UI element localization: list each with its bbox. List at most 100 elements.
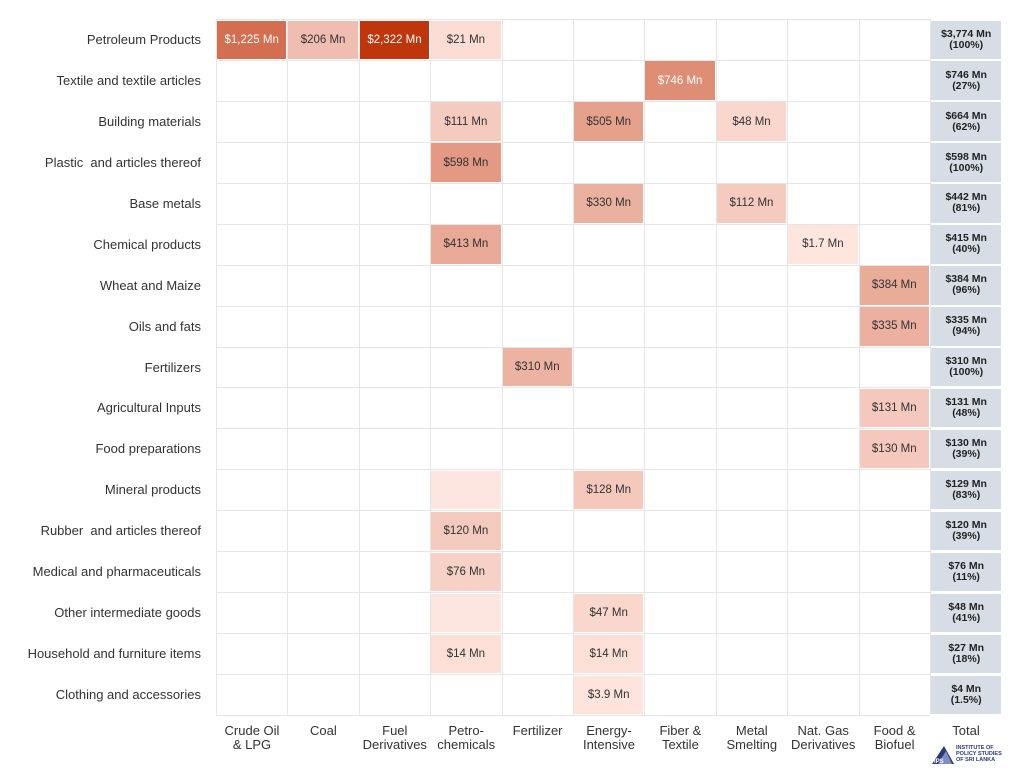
total-value: $4 Mn [951,682,982,695]
total-share: (62%) [952,120,981,133]
row-label: Rubber and articles thereof [40,523,201,539]
grid-line [715,19,717,715]
heatmap-cell: $48 Mn [716,102,787,141]
total-value: $27 Mn [948,641,984,654]
column-header: Food & Biofuel [873,723,916,752]
heatmap-cell: $14 Mn [574,634,644,674]
cell-value-label: $76 Mn [446,565,486,578]
total-value: $76 Mn [948,559,984,572]
heatmap-cell: $120 Mn [431,511,501,551]
total-share: (83%) [952,489,981,502]
total-cell: $415 Mn (40%) [931,225,1002,264]
total-share: (100%) [949,161,984,174]
total-share: (27%) [952,79,981,92]
heatmap-cell: $505 Mn [574,102,644,141]
total-value: $384 Mn [945,273,987,286]
row-label: Fertilizers [144,359,201,375]
heatmap-cell: $112 Mn [716,184,787,223]
grid-line [358,19,360,715]
grid-line [430,19,432,715]
heatmap-cell: $746 Mn [645,61,715,100]
total-cell: $664 Mn (62%) [931,102,1002,141]
row-label: Household and furniture items [27,646,201,662]
column-header: Energy- Intensive [582,723,636,752]
cell-value-label: $335 Mn [871,320,917,333]
cell-value-label: $1.7 Mn [802,238,844,251]
row-label: Other intermediate goods [54,605,201,621]
heatmap-cell: $335 Mn [859,307,929,346]
cell-value-label: $111 Mn [444,115,488,128]
total-share: (1.5%) [950,693,982,706]
row-label: Petroleum Products [86,32,201,47]
total-cell: $3,774 Mn (100%) [931,20,1002,59]
heatmap-cell: $413 Mn [431,225,501,264]
cell-value-label: $598 Mn [443,156,489,169]
total-cell: $310 Mn (100%) [931,348,1002,387]
total-cell: $131 Mn (48%) [931,388,1002,428]
total-value: $310 Mn [945,355,987,368]
heatmap-cell: $330 Mn [574,184,644,223]
grid-line [287,19,289,715]
grid-line [930,19,931,715]
row-label: Mineral products [104,482,201,498]
column-header: Metal Smelting [726,723,778,752]
total-cell: $76 Mn (11%) [931,552,1002,592]
total-cell: $384 Mn (96%) [931,266,1002,305]
total-value: $746 Mn [945,68,987,81]
column-header: Fiber & Textile [659,723,702,752]
total-share: (11%) [952,570,980,583]
heatmap-cell: $128 Mn [574,470,644,510]
grid-line [644,19,646,715]
total-cell: $335 Mn (94%) [931,307,1002,346]
total-cell: $120 Mn (39%) [931,511,1002,551]
heatmap-cell [431,593,501,633]
total-share: (39%) [952,448,981,461]
cell-value-label: $14 Mn [589,647,628,660]
total-share: (48%) [952,407,981,420]
cell-value-label: $48 Mn [732,115,771,128]
cell-value-label: $14 Mn [446,647,486,660]
heatmap-cell: $1.7 Mn [788,225,858,264]
cell-value-label: $112 Mn [729,197,774,210]
grid-line [858,19,860,715]
heatmap-cell: $1,225 Mn [217,20,287,59]
total-share: (39%) [952,529,981,542]
column-header: Petro- chemicals [437,723,496,752]
cell-value-label: $746 Mn [657,74,703,87]
total-share: (41%) [952,611,981,624]
total-cell: $27 Mn (18%) [931,634,1002,674]
total-cell: $746 Mn (27%) [931,61,1002,100]
total-cell: $598 Mn (100%) [931,143,1002,182]
total-share: (18%) [952,652,981,665]
cell-value-label: $384 Mn [871,279,917,292]
heatmap-cell: $206 Mn [288,20,358,59]
total-cell: $442 Mn (81%) [931,184,1002,223]
cell-value-label: $413 Mn [443,238,489,251]
cell-value-label: $131 Mn [871,402,917,415]
cell-value-label: $128 Mn [586,484,632,497]
column-header: Crude Oil & LPG [224,723,280,752]
cell-value-label: $3.9 Mn [587,688,630,701]
total-cell: $129 Mn (83%) [931,470,1002,510]
row-label: Agricultural Inputs [96,400,201,416]
heatmap-cell [431,470,501,510]
heatmap-cell: $130 Mn [859,429,929,469]
total-share: (100%) [949,366,984,379]
heatmap-cell: $310 Mn [502,348,572,387]
heatmap-cell: $21 Mn [431,20,501,59]
total-value: $131 Mn [945,396,987,409]
row-label: Clothing and accessories [55,687,201,703]
ips-logo: IPS INSTITUTE OF POLICY STUDIES OF SRI LAN… [930,744,1010,766]
total-cell: $4 Mn (1.5%) [931,675,1002,714]
heatmap-cell: $76 Mn [431,552,501,592]
row-label: Plastic and articles thereof [44,154,201,170]
svg-text:IPS: IPS [934,759,944,765]
row-label: Textile and textile articles [56,72,201,88]
heatmap-cell: $131 Mn [859,388,929,428]
total-share: (40%) [952,243,981,256]
column-header: Coal [310,723,337,738]
row-label: Oils and fats [128,318,201,334]
total-share: (100%) [949,38,984,51]
row-label: Base metals [129,195,201,211]
ips-logo-icon: IPS [932,746,954,765]
